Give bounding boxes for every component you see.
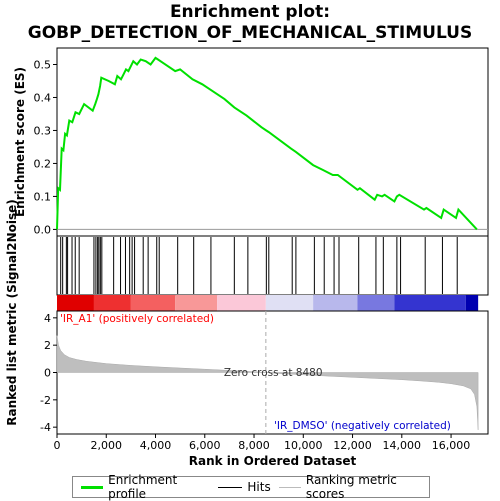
- x-tick-label: 4,000: [140, 439, 172, 452]
- rank-y-tick-label: 0: [44, 367, 51, 380]
- correlation-color-band: [394, 295, 466, 311]
- x-tick-label: 14,000: [383, 439, 422, 452]
- es-y-tick-label: 0.1: [34, 190, 52, 203]
- es-y-tick-label: 0.4: [34, 91, 52, 104]
- es-y-axis-label: Enrichment score (ES): [13, 67, 27, 217]
- legend-hits-swatch: [218, 486, 243, 488]
- rank-y-axis-label: Ranked list metric (Signal2Noise): [5, 199, 19, 426]
- hits-plot-frame: [56, 235, 489, 296]
- legend-item-hits: Hits: [218, 480, 271, 494]
- es-y-tick-label: 0.3: [34, 124, 52, 137]
- legend-enrichment-swatch: [81, 485, 104, 489]
- es-y-tick-label: 0.2: [34, 157, 52, 170]
- x-tick-label: 6,000: [189, 439, 221, 452]
- correlation-color-band: [57, 295, 94, 311]
- enrichment-score-panel: 0.0 0.1 0.2 0.3 0.4 0.5 Enrichment score (ES): [13, 47, 489, 237]
- ranking-metric-area: [56, 335, 479, 430]
- x-tick-label: 2,000: [91, 439, 123, 452]
- correlation-color-band: [357, 295, 395, 311]
- negative-correlation-label: 'IR_DMSO' (negatively correlated): [274, 420, 451, 432]
- chart-title-line1: Enrichment plot:: [169, 2, 331, 22]
- correlation-color-band: [175, 295, 218, 311]
- legend-enrichment-label: Enrichment profile: [108, 473, 178, 501]
- correlation-color-band: [313, 295, 358, 311]
- correlation-color-band: [465, 295, 479, 311]
- legend-item-enrichment: Enrichment profile: [81, 473, 210, 501]
- positive-correlation-label: 'IR_A1' (positively correlated): [60, 313, 214, 325]
- chart-title-line2: GOBP_DETECTION_OF_MECHANICAL_STIMULUS: [27, 23, 473, 43]
- zero-cross-label: Zero cross at 8480: [224, 367, 323, 379]
- x-axis-label: Rank in Ordered Dataset: [189, 454, 357, 468]
- legend-ranking-swatch: [278, 486, 301, 488]
- legend-ranking-label: Ranking metric scores: [305, 473, 397, 501]
- x-tick-label: 0: [54, 439, 61, 452]
- legend: Enrichment profile Hits Ranking metric s…: [72, 473, 430, 501]
- hits-panel: [56, 235, 489, 311]
- x-tick-label: 16,000: [432, 439, 471, 452]
- es-y-tick-label: 0.0: [34, 223, 52, 236]
- x-tick-label: 12,000: [333, 439, 372, 452]
- correlation-color-band: [265, 295, 314, 311]
- correlation-color-band: [93, 295, 131, 311]
- legend-hits-label: Hits: [247, 480, 271, 494]
- ranked-metric-panel: 4 2 0 -2 -4 'IR_A1' (positively correlated) 'I…: [5, 199, 489, 435]
- correlation-color-band: [217, 295, 266, 311]
- x-tick-label: 10,000: [284, 439, 323, 452]
- es-y-tick-label: 0.5: [34, 58, 52, 71]
- correlation-color-band: [130, 295, 176, 311]
- rank-y-tick-label: 4: [44, 312, 51, 325]
- enrichment-profile-line: [56, 56, 478, 231]
- x-axis: 0 2,000 4,000 6,000 8,000 10,000 12,000 14,000 1…: [54, 434, 471, 468]
- x-tick-label: 8,000: [238, 439, 270, 452]
- rank-y-tick-label: 2: [44, 339, 51, 352]
- rank-y-tick-label: -2: [40, 394, 51, 407]
- legend-item-ranking: Ranking metric scores: [278, 473, 429, 501]
- rank-y-tick-label: -4: [40, 421, 51, 434]
